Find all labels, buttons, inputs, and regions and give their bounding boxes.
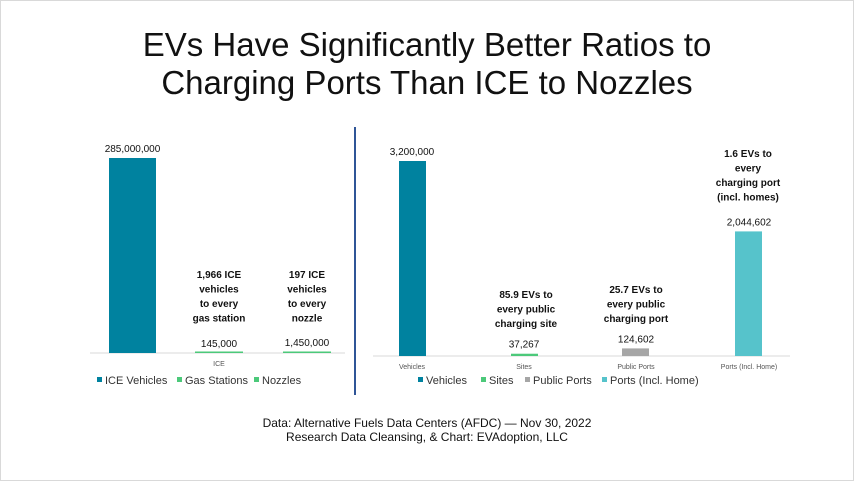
right-legend-swatch <box>481 377 486 382</box>
source-note: Data: Alternative Fuels Data Centers (AF… <box>0 416 854 444</box>
right-tick-label: Sites <box>516 364 532 371</box>
left-bar-gas-stations <box>195 351 243 353</box>
left-bar-ice-vehicles <box>109 158 156 353</box>
source-line-1: Data: Alternative Fuels Data Centers (AF… <box>262 416 592 430</box>
title-line-2: Charging Ports Than ICE to Nozzles <box>161 64 693 101</box>
title-line-1: EVs Have Significantly Better Ratios to <box>142 26 712 63</box>
right-tick-label: Vehicles <box>399 364 426 371</box>
right-bar-vehicles <box>399 161 426 356</box>
left-value-label: 285,000,000 <box>105 144 161 155</box>
right-value-label: 3,200,000 <box>390 147 435 158</box>
right-bar-ports-incl-home- <box>735 231 762 356</box>
right-bar-public-ports <box>622 348 649 356</box>
left-legend-swatch <box>177 377 182 382</box>
right-bar-sites <box>511 353 538 356</box>
left-bar-nozzles <box>283 351 331 353</box>
left-annotation-nozzle: 197 ICE vehicles to every nozzle <box>287 270 327 325</box>
right-legend-label: Ports (Incl. Home) <box>610 375 699 387</box>
right-value-label: 37,267 <box>509 340 540 351</box>
right-tick-label: Public Ports <box>617 364 655 371</box>
left-legend-label: ICE Vehicles <box>105 375 168 387</box>
left-legend-swatch <box>97 377 102 382</box>
source-line-2: Research Data Cleansing, & Chart: EVAdop… <box>286 430 568 444</box>
left-legend-label: Nozzles <box>262 375 302 387</box>
left-annotation-gas-station: 1,966 ICE vehicles to every gas station <box>193 270 246 325</box>
right-annotation-sites: 85.9 EVs to every public charging site <box>495 290 558 330</box>
right-legend-swatch <box>525 377 530 382</box>
right-tick-label: Ports (Incl. Home) <box>721 364 777 371</box>
right-annotation-all-ports: 1.6 EVs to every charging port (incl. homes… <box>716 149 781 204</box>
left-tick-label: ICE <box>213 361 225 368</box>
slide-title: EVs Have Significantly Better Ratios to … <box>0 26 854 102</box>
right-value-label: 2,044,602 <box>727 217 772 228</box>
left-legend-label: Gas Stations <box>185 375 248 387</box>
left-value-label: 145,000 <box>201 339 238 350</box>
right-legend-swatch <box>418 377 423 382</box>
right-value-label: 124,602 <box>618 334 655 345</box>
right-annotation-public-ports: 25.7 EVs to every public charging port <box>604 285 669 325</box>
left-legend-swatch <box>254 377 259 382</box>
right-legend-label: Public Ports <box>533 375 592 387</box>
right-legend-label: Vehicles <box>426 375 467 387</box>
right-legend-label: Sites <box>489 375 514 387</box>
right-legend-swatch <box>602 377 607 382</box>
left-value-label: 1,450,000 <box>285 338 330 349</box>
